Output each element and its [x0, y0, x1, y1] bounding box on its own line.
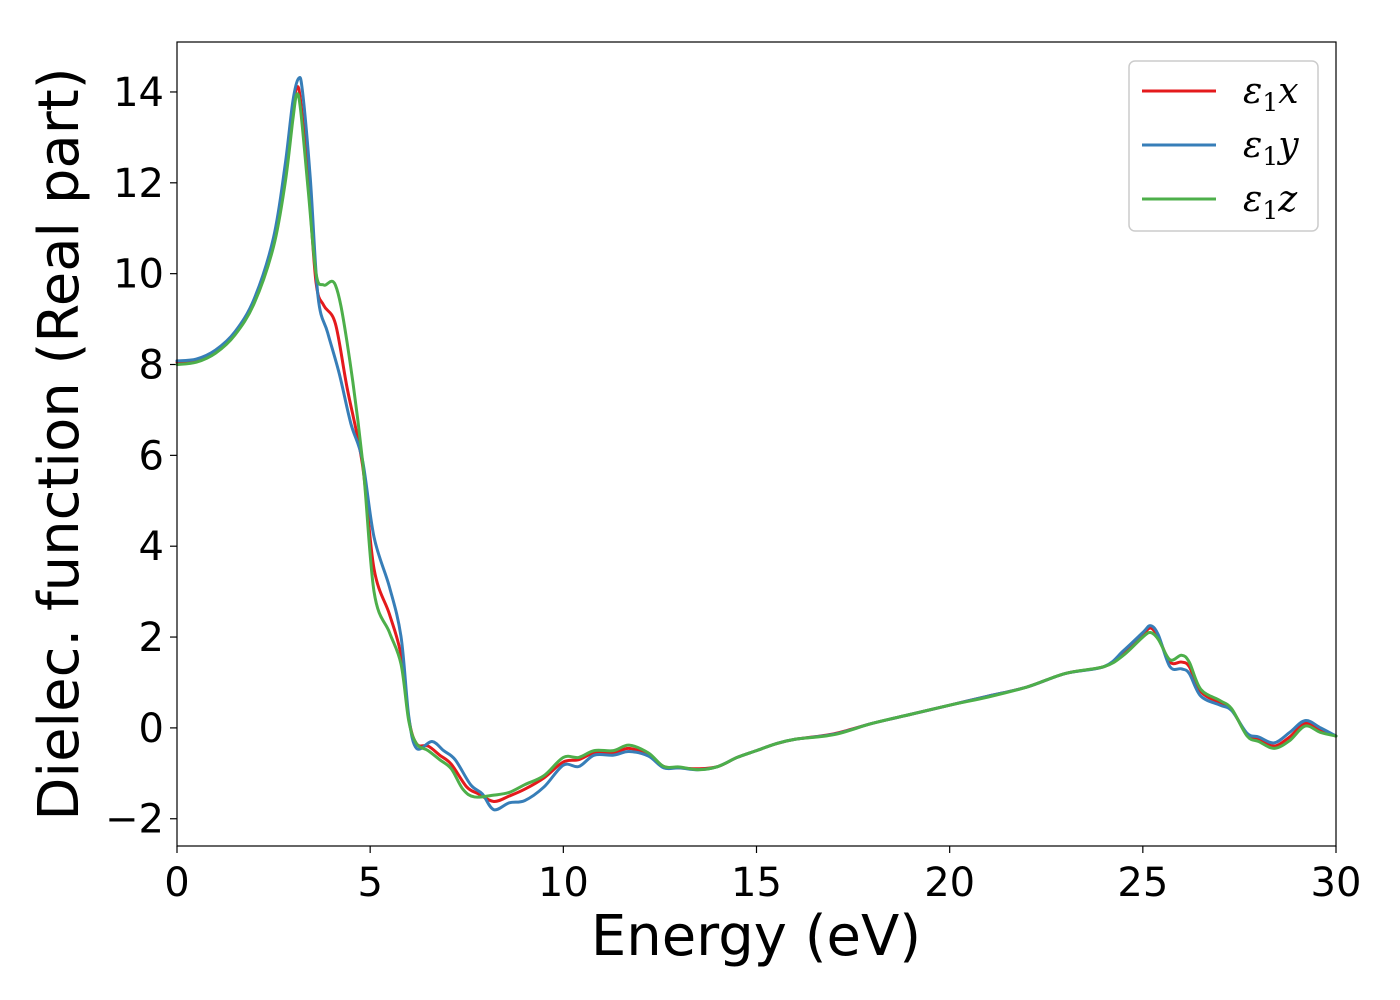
- legend: ε1x ε1y ε1z: [1128, 60, 1319, 232]
- y-axis-title: Dielec. function (Real part): [27, 67, 92, 820]
- y-tick-label: 2: [139, 615, 164, 661]
- series-lines: [175, 75, 1338, 812]
- plot-frame: [176, 41, 1337, 847]
- y-tick-label: 10: [113, 252, 164, 298]
- y-tick-label: −2: [105, 797, 164, 843]
- x-tick-label: 0: [164, 860, 189, 906]
- series-line-z: [175, 92, 1338, 799]
- x-tick-label: 10: [538, 860, 589, 906]
- y-axis-ticks: −2 0 2 4 6 8 10 12 14: [105, 70, 177, 843]
- legend-label-y: ε1y: [1243, 125, 1299, 171]
- x-tick-label: 15: [731, 860, 782, 906]
- y-tick-label: 8: [139, 343, 164, 389]
- y-tick-label: 4: [139, 524, 164, 570]
- x-tick-label: 25: [1117, 860, 1168, 906]
- x-tick-label: 5: [357, 860, 382, 906]
- x-axis-ticks: 0 5 10 15 20 25 30: [164, 846, 1361, 906]
- y-tick-label: 14: [113, 70, 164, 116]
- y-tick-label: 0: [139, 706, 164, 752]
- x-axis-title: Energy (eV): [591, 904, 921, 969]
- legend-label-x: ε1x: [1243, 71, 1299, 117]
- x-tick-label: 20: [924, 860, 975, 906]
- legend-label-z: ε1z: [1243, 179, 1298, 225]
- y-tick-label: 12: [113, 161, 164, 207]
- y-tick-label: 6: [139, 433, 164, 479]
- x-tick-label: 30: [1311, 860, 1362, 906]
- legend-box: [1128, 60, 1319, 232]
